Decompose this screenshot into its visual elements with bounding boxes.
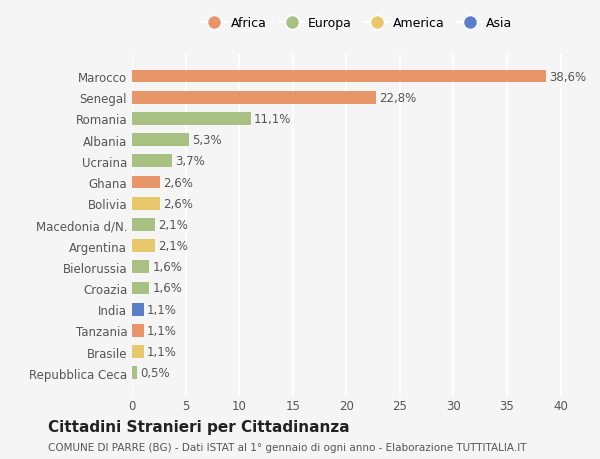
Text: 2,6%: 2,6% [163,176,193,189]
Text: 0,5%: 0,5% [140,366,170,380]
Text: 2,6%: 2,6% [163,197,193,210]
Text: 1,1%: 1,1% [147,345,177,358]
Bar [132,325,144,337]
Bar [132,176,160,189]
Bar [132,261,149,274]
Legend: Africa, Europa, America, Asia: Africa, Europa, America, Asia [202,17,512,30]
Bar [132,92,376,104]
Bar [132,282,149,295]
Bar [132,240,155,252]
Text: 11,1%: 11,1% [254,112,292,126]
Text: 1,1%: 1,1% [147,324,177,337]
Text: 1,6%: 1,6% [152,261,182,274]
Bar [132,303,144,316]
Text: 1,1%: 1,1% [147,303,177,316]
Bar [132,218,155,231]
Text: 22,8%: 22,8% [380,91,417,105]
Text: Cittadini Stranieri per Cittadinanza: Cittadini Stranieri per Cittadinanza [48,420,350,435]
Bar [132,134,189,147]
Text: 3,7%: 3,7% [175,155,205,168]
Text: 38,6%: 38,6% [549,70,586,84]
Bar [132,113,251,125]
Text: 1,6%: 1,6% [152,282,182,295]
Text: 2,1%: 2,1% [158,240,188,252]
Bar [132,346,144,358]
Text: 2,1%: 2,1% [158,218,188,231]
Bar [132,155,172,168]
Text: 5,3%: 5,3% [192,134,221,147]
Bar [132,71,545,83]
Bar [132,367,137,379]
Text: COMUNE DI PARRE (BG) - Dati ISTAT al 1° gennaio di ogni anno - Elaborazione TUTT: COMUNE DI PARRE (BG) - Dati ISTAT al 1° … [48,442,527,452]
Bar [132,197,160,210]
